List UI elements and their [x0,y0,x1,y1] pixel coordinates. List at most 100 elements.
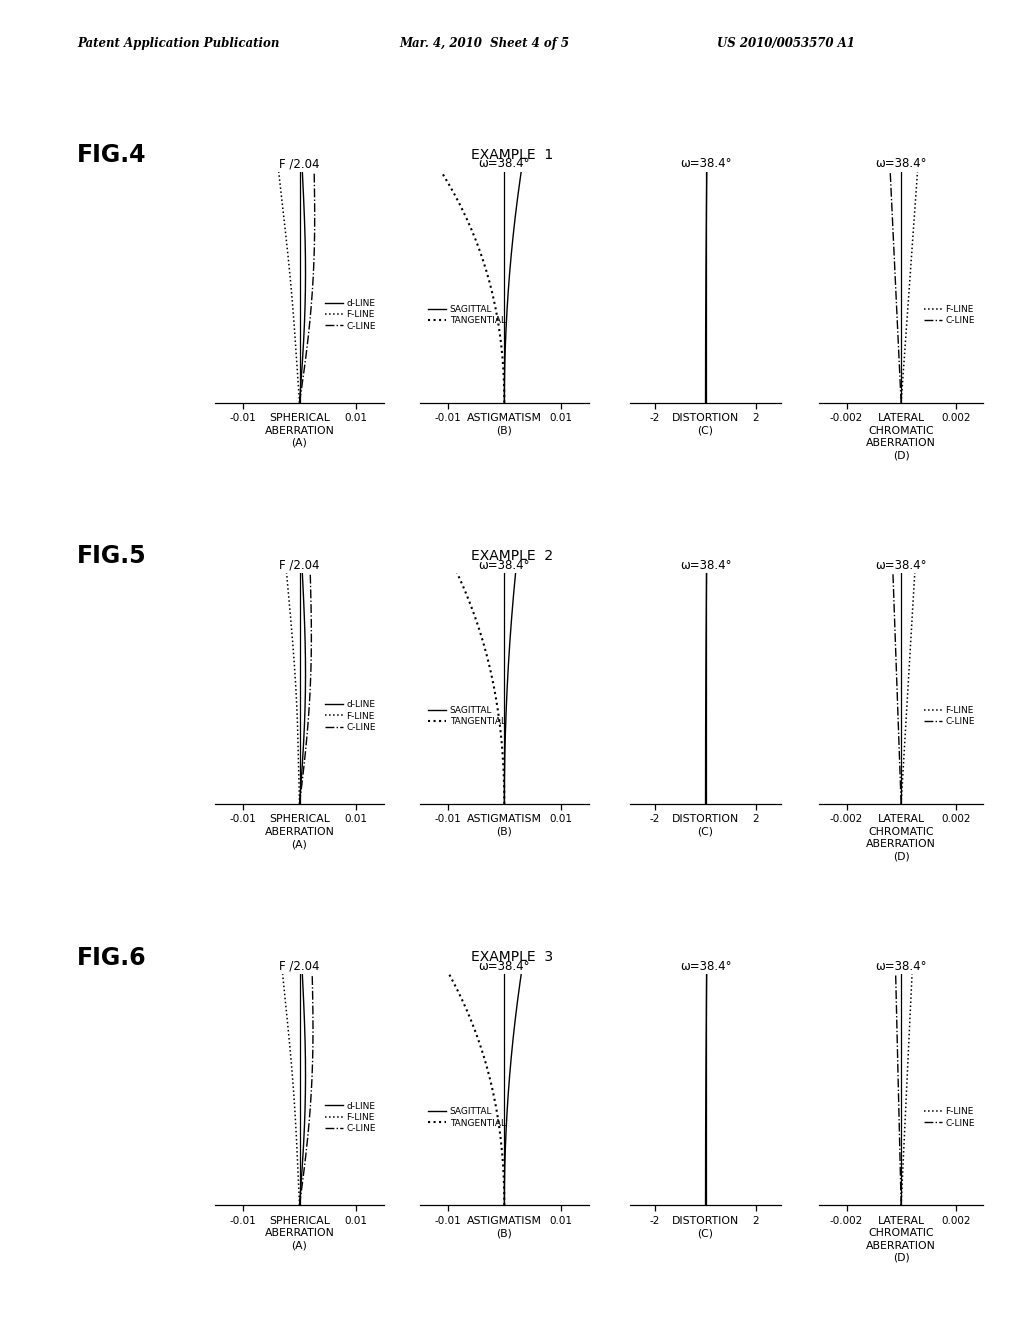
F-LINE [905,253,918,269]
Line: TANGENTIAL: TANGENTIAL [457,573,504,804]
C-LINE [885,185,897,201]
TANGENTIAL [481,1060,494,1076]
d-LINE [293,1197,305,1213]
F-LINE [293,1196,305,1212]
C-LINE [294,393,306,409]
Line: TANGENTIAL: TANGENTIAL [450,974,504,1205]
TANGENTIAL [498,795,510,810]
C-LINE [294,1196,306,1212]
SAGITTAL [510,1003,522,1019]
F-LINE [283,257,295,273]
TANGENTIAL [498,393,510,409]
Legend: SAGITTAL, TANGENTIAL: SAGITTAL, TANGENTIAL [424,301,509,329]
d-LINE [298,201,310,216]
C-LINE [307,1003,319,1019]
TANGENTIAL [480,1056,493,1072]
Title: ω=38.4°: ω=38.4° [478,157,530,170]
SAGITTAL [502,659,514,675]
Text: LATERAL
CHROMATIC
ABERRATION
(D): LATERAL CHROMATIC ABERRATION (D) [866,413,936,461]
d-LINE [299,1060,311,1076]
F-LINE [895,393,907,409]
Line: SAGITTAL: SAGITTAL [504,573,515,804]
Text: EXAMPLE  1: EXAMPLE 1 [471,148,553,162]
C-LINE [305,586,317,602]
TANGENTIAL [461,1003,473,1019]
d-LINE [299,257,311,273]
F-LINE [902,1056,914,1072]
F-LINE [293,795,305,810]
Text: EXAMPLE  3: EXAMPLE 3 [471,950,553,965]
C-LINE [306,1056,318,1072]
Text: DISTORTION
(C): DISTORTION (C) [672,1216,739,1238]
C-LINE [884,164,896,180]
TANGENTIAL [447,185,460,201]
C-LINE [888,586,900,602]
Line: F-LINE: F-LINE [901,172,918,403]
F-LINE [903,655,915,671]
F-LINE [293,1197,305,1213]
Line: C-LINE: C-LINE [299,974,313,1205]
F-LINE [283,257,295,273]
C-LINE [304,565,316,581]
d-LINE [299,253,311,269]
SAGITTAL [499,1196,511,1212]
F-LINE [907,586,920,602]
C-LINE [892,1060,904,1076]
SAGITTAL [512,185,524,201]
Text: FIG.4: FIG.4 [77,143,146,166]
TANGENTIAL [443,966,456,982]
SAGITTAL [503,655,515,671]
C-LINE [308,185,321,201]
Title: ω=38.4°: ω=38.4° [680,157,731,170]
SAGITTAL [509,565,521,581]
F-LINE [895,795,907,810]
F-LINE [281,1003,293,1019]
Title: ω=38.4°: ω=38.4° [680,558,731,572]
d-LINE [298,1003,310,1019]
Legend: SAGITTAL, TANGENTIAL: SAGITTAL, TANGENTIAL [424,1104,509,1131]
d-LINE [299,1060,311,1076]
d-LINE [299,659,311,675]
SAGITTAL [506,602,518,618]
SAGITTAL [515,164,527,180]
F-LINE [274,185,287,201]
C-LINE [895,395,907,411]
SAGITTAL [498,395,510,411]
F-LINE [286,1056,298,1072]
TANGENTIAL [481,1060,494,1076]
C-LINE [891,1003,903,1019]
C-LINE [890,655,902,671]
TANGENTIAL [483,659,496,675]
SAGITTAL [504,1060,516,1076]
Text: ASTIGMATISM
(B): ASTIGMATISM (B) [467,814,542,837]
C-LINE [293,1197,305,1213]
Legend: F-LINE, C-LINE: F-LINE, C-LINE [921,702,979,730]
d-LINE [296,966,308,982]
TANGENTIAL [498,395,510,411]
TANGENTIAL [477,253,489,269]
Title: ω=38.4°: ω=38.4° [876,157,927,170]
d-LINE [297,586,309,602]
Line: F-LINE: F-LINE [901,974,912,1205]
F-LINE [903,659,915,675]
C-LINE [306,987,318,1003]
Title: ω=38.4°: ω=38.4° [478,960,530,973]
Line: F-LINE: F-LINE [901,573,914,804]
C-LINE [886,201,898,216]
SAGITTAL [504,1060,516,1076]
d-LINE [299,257,311,273]
TANGENTIAL [483,659,496,675]
Line: TANGENTIAL: TANGENTIAL [441,172,504,403]
C-LINE [892,1060,904,1076]
d-LINE [294,795,306,810]
Line: SAGITTAL: SAGITTAL [504,974,521,1205]
Text: DISTORTION
(C): DISTORTION (C) [672,814,739,837]
C-LINE [306,1060,318,1076]
C-LINE [305,602,317,618]
F-LINE [293,796,305,812]
Text: Patent Application Publication: Patent Application Publication [77,37,280,50]
d-LINE [293,395,305,411]
d-LINE [294,1196,306,1212]
F-LINE [911,164,924,180]
F-LINE [286,1060,298,1076]
